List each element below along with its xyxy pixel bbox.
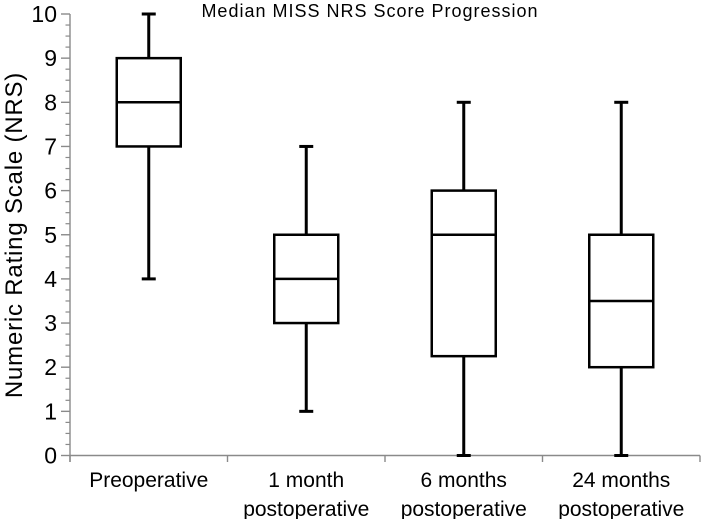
y-tick-label: 5 <box>44 222 57 248</box>
x-category-label: 24 months <box>572 469 670 492</box>
y-tick-label: 8 <box>44 89 57 115</box>
y-axis-label: Numeric Rating Scale (NRS) <box>1 71 28 399</box>
x-category-label: Preoperative <box>89 469 208 492</box>
y-tick-label: 0 <box>44 443 57 469</box>
chart-title: Median MISS NRS Score Progression <box>201 1 539 21</box>
x-category-label: 1 month <box>268 469 344 492</box>
y-tick-label: 7 <box>44 133 57 159</box>
y-tick-label: 3 <box>44 310 57 336</box>
y-tick-label: 6 <box>44 178 57 204</box>
x-category-label: postoperative <box>558 498 684 519</box>
x-category-label: 6 months <box>421 469 507 492</box>
y-tick-label: 10 <box>31 1 57 27</box>
x-category-label: postoperative <box>401 498 527 519</box>
box <box>430 189 497 358</box>
y-tick-label: 4 <box>44 266 57 292</box>
y-tick-label: 9 <box>44 45 57 71</box>
y-tick-label: 2 <box>44 354 57 380</box>
x-category-label: postoperative <box>243 498 369 519</box>
y-tick-label: 1 <box>44 398 57 424</box>
